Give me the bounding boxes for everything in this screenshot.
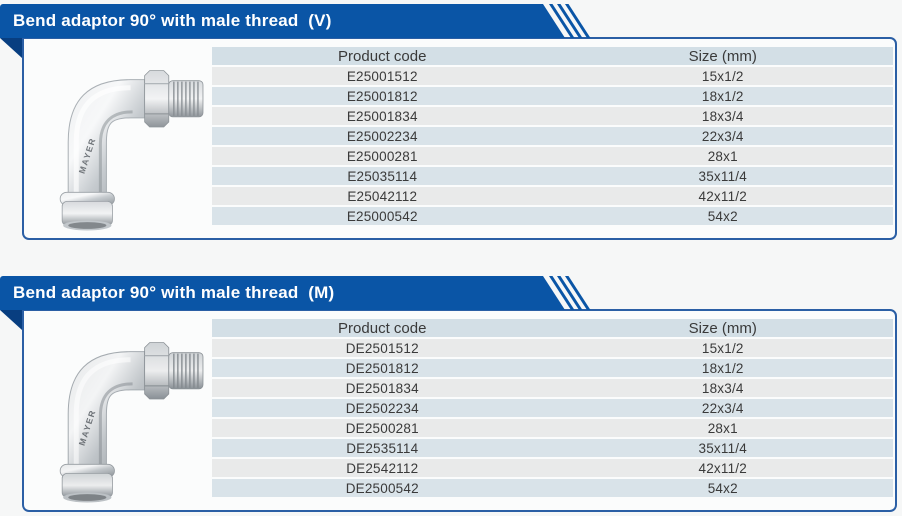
product-panel: MAYER Product code Size (mm) E25001512 15x1…	[22, 37, 897, 240]
product-code-header: Product code	[212, 47, 553, 65]
product-code-cell: E25035114	[212, 167, 553, 185]
product-code-cell: DE2501812	[212, 359, 553, 377]
size-header: Size (mm)	[552, 319, 893, 337]
bend-adaptor-illustration: MAYER	[59, 70, 204, 231]
size-cell: 18x1/2	[552, 87, 893, 105]
table-row: DE2500281 28x1	[212, 419, 893, 437]
table-row: E25000542 54x2	[212, 207, 893, 225]
table-row: DE2501512 15x1/2	[212, 339, 893, 357]
section-bend-adaptor-v: MAYER Product code Size (mm) E25001512 15x1…	[0, 4, 902, 244]
size-cell: 15x1/2	[552, 339, 893, 357]
table-row: DE2535114 35x11/4	[212, 439, 893, 457]
product-code-cell: DE2501834	[212, 379, 553, 397]
header-row: Product code Size (mm)	[212, 319, 893, 337]
table-row: E25001834 18x3/4	[212, 107, 893, 125]
size-cell: 54x2	[552, 207, 893, 225]
size-cell: 42x11/2	[552, 187, 893, 205]
table-row: DE2501812 18x1/2	[212, 359, 893, 377]
table-row: E25035114 35x11/4	[212, 167, 893, 185]
spec-table: Product code Size (mm) E25001512 15x1/2 E250…	[212, 45, 893, 227]
size-cell: 15x1/2	[552, 67, 893, 85]
size-cell: 28x1	[552, 147, 893, 165]
product-photo: MAYER	[32, 315, 208, 507]
section-header-ribbon: Bend adaptor 90° with male thread (M)	[0, 276, 640, 330]
table-row: DE2500542 54x2	[212, 479, 893, 497]
table-row: DE2542112 42x11/2	[212, 459, 893, 477]
table-row: E25001512 15x1/2	[212, 67, 893, 85]
product-code-cell: DE2502234	[212, 399, 553, 417]
product-code-cell: DE2542112	[212, 459, 553, 477]
size-header: Size (mm)	[552, 47, 893, 65]
size-cell: 28x1	[552, 419, 893, 437]
size-cell: 22x3/4	[552, 127, 893, 145]
product-code-header: Product code	[212, 319, 553, 337]
section-header-ribbon: Bend adaptor 90° with male thread (V)	[0, 4, 640, 58]
product-code-cell: DE2500281	[212, 419, 553, 437]
table-row: E25000281 28x1	[212, 147, 893, 165]
ribbon-fold	[0, 38, 22, 58]
size-cell: 42x11/2	[552, 459, 893, 477]
product-code-cell: DE2501512	[212, 339, 553, 357]
size-cell: 54x2	[552, 479, 893, 497]
product-code-cell: E25002234	[212, 127, 553, 145]
ribbon-bar: Bend adaptor 90° with male thread (M)	[0, 276, 565, 310]
spec-table: Product code Size (mm) DE2501512 15x1/2 DE25…	[212, 317, 893, 499]
size-cell: 35x11/4	[552, 439, 893, 457]
ribbon-fold	[0, 310, 22, 330]
size-cell: 18x3/4	[552, 379, 893, 397]
table-row: E25002234 22x3/4	[212, 127, 893, 145]
size-cell: 18x1/2	[552, 359, 893, 377]
product-code-cell: E25001512	[212, 67, 553, 85]
section-title: Bend adaptor 90° with male thread (V)	[13, 11, 332, 30]
ribbon-bar: Bend adaptor 90° with male thread (V)	[0, 4, 565, 38]
section-bend-adaptor-m: MAYER Product code Size (mm) DE2501512 15x1…	[0, 276, 902, 516]
product-code-cell: E25000542	[212, 207, 553, 225]
product-code-cell: DE2535114	[212, 439, 553, 457]
product-code-cell: E25001812	[212, 87, 553, 105]
header-row: Product code Size (mm)	[212, 47, 893, 65]
table-row: DE2501834 18x3/4	[212, 379, 893, 397]
size-cell: 35x11/4	[552, 167, 893, 185]
table-row: E25042112 42x11/2	[212, 187, 893, 205]
section-title: Bend adaptor 90° with male thread (M)	[13, 283, 335, 302]
product-code-cell: DE2500542	[212, 479, 553, 497]
size-cell: 18x3/4	[552, 107, 893, 125]
product-panel: MAYER Product code Size (mm) DE2501512 15x1…	[22, 309, 897, 512]
size-cell: 22x3/4	[552, 399, 893, 417]
product-photo: MAYER	[32, 43, 208, 235]
product-code-cell: E25000281	[212, 147, 553, 165]
product-code-cell: E25042112	[212, 187, 553, 205]
bend-adaptor-illustration: MAYER	[59, 342, 204, 503]
table-row: E25001812 18x1/2	[212, 87, 893, 105]
product-code-cell: E25001834	[212, 107, 553, 125]
table-row: DE2502234 22x3/4	[212, 399, 893, 417]
